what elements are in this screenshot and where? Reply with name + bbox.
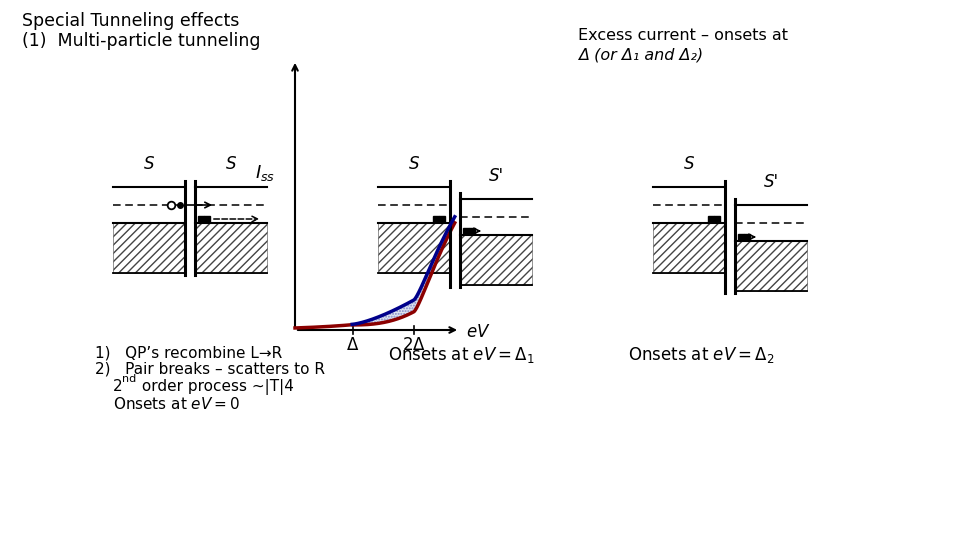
Text: S: S xyxy=(226,155,236,173)
Text: 1)   QP’s recombine L→R: 1) QP’s recombine L→R xyxy=(95,345,282,360)
Text: 2)   Pair breaks – scatters to R: 2) Pair breaks – scatters to R xyxy=(95,362,325,377)
Text: S: S xyxy=(409,155,420,173)
Text: $I_{ss}$: $I_{ss}$ xyxy=(254,164,275,184)
Text: Δ (or Δ₁ and Δ₂): Δ (or Δ₁ and Δ₂) xyxy=(578,47,703,62)
Text: $eV$: $eV$ xyxy=(466,323,491,341)
Text: Onsets at $eV = 0$: Onsets at $eV = 0$ xyxy=(113,396,240,412)
Text: Onsets at $eV = \Delta_1$: Onsets at $eV = \Delta_1$ xyxy=(388,345,535,365)
Text: S: S xyxy=(144,155,155,173)
Text: order process ~|T|4: order process ~|T|4 xyxy=(137,379,294,395)
Text: Special Tunneling effects: Special Tunneling effects xyxy=(22,12,239,30)
Text: Excess current – onsets at: Excess current – onsets at xyxy=(578,28,788,43)
Text: (1)  Multi-particle tunneling: (1) Multi-particle tunneling xyxy=(22,32,260,50)
Text: S': S' xyxy=(489,167,504,185)
Text: 2: 2 xyxy=(113,379,123,394)
Text: S': S' xyxy=(763,173,779,191)
Text: S: S xyxy=(684,155,694,173)
Text: Onsets at $eV = \Delta_2$: Onsets at $eV = \Delta_2$ xyxy=(628,345,775,365)
Text: $\Delta$: $\Delta$ xyxy=(347,336,359,354)
Text: $2\Delta$: $2\Delta$ xyxy=(402,336,425,354)
Text: nd: nd xyxy=(122,374,136,384)
